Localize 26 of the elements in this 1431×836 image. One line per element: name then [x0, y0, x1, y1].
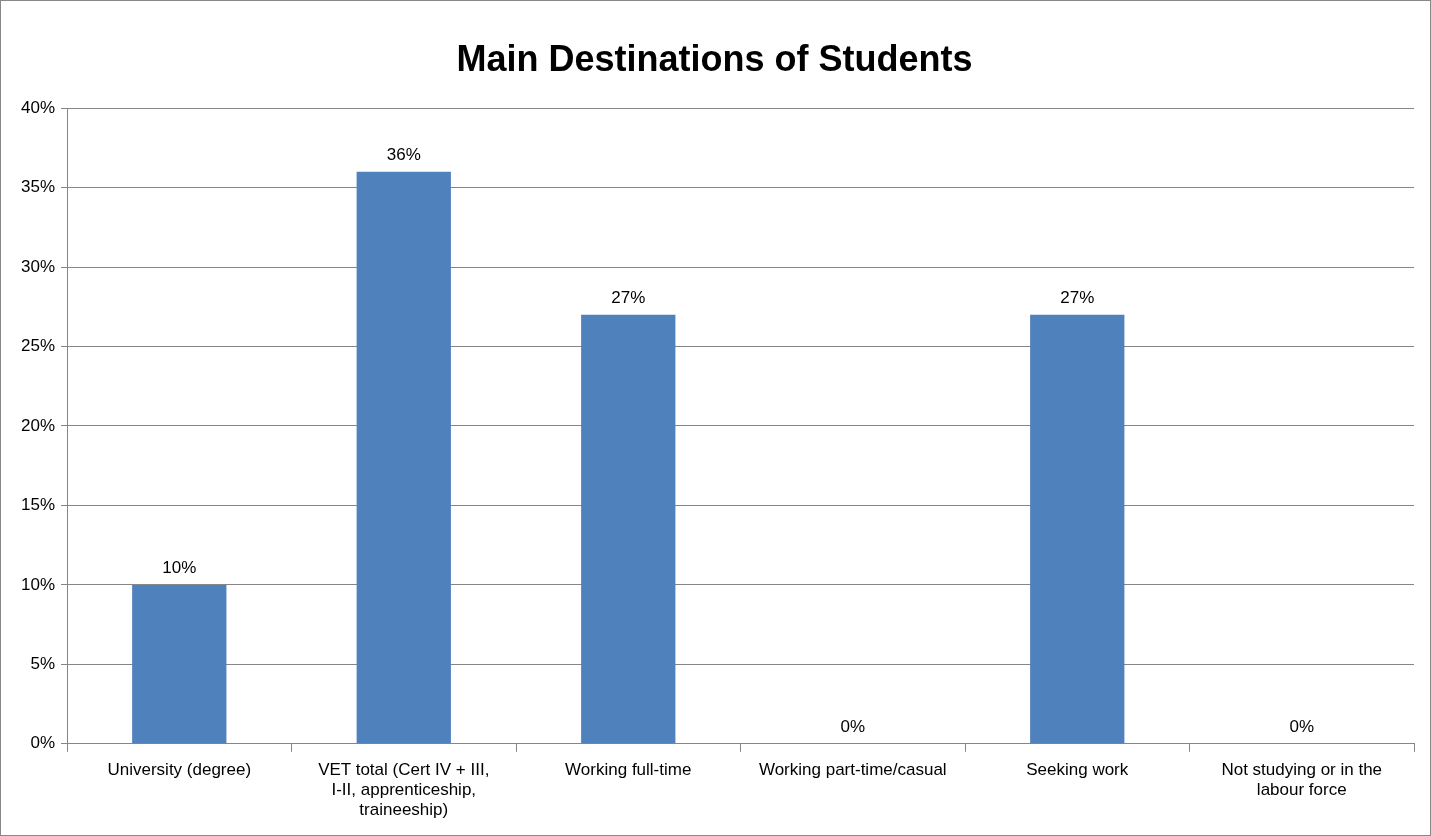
data-label: 10%	[162, 558, 197, 578]
y-tick-label: 0%	[30, 733, 56, 753]
data-label: 0%	[840, 716, 866, 736]
x-tick-label: Working full-time	[565, 759, 692, 779]
data-label: 0%	[1289, 716, 1315, 736]
x-tick-label: Not studying or in the labour force	[1221, 759, 1383, 800]
data-label: 27%	[611, 287, 646, 307]
y-tick-label: 40%	[20, 97, 56, 117]
y-tick-label: 20%	[20, 415, 56, 435]
x-tick-label: Seeking work	[1026, 759, 1129, 779]
x-tick-label: Working part-time/casual	[758, 759, 947, 779]
bar	[581, 314, 676, 744]
x-tick-label: VET total (Cert IV + III, I-II, apprenticeship, traineeship)	[318, 759, 490, 820]
y-tick-label: 15%	[20, 495, 56, 515]
y-tick-label: 5%	[30, 654, 56, 674]
y-tick-label: 25%	[20, 336, 56, 356]
chart-title: Main Destinations of Students	[456, 37, 973, 79]
data-label: 36%	[386, 144, 421, 164]
y-tick-label: 10%	[20, 574, 56, 594]
x-tick-label: University (degree)	[107, 759, 252, 779]
y-tick-label: 30%	[20, 256, 56, 276]
bar	[132, 584, 227, 744]
bar	[356, 171, 451, 744]
y-tick-label: 35%	[20, 177, 56, 197]
bar	[1030, 314, 1125, 744]
data-label: 27%	[1060, 287, 1095, 307]
